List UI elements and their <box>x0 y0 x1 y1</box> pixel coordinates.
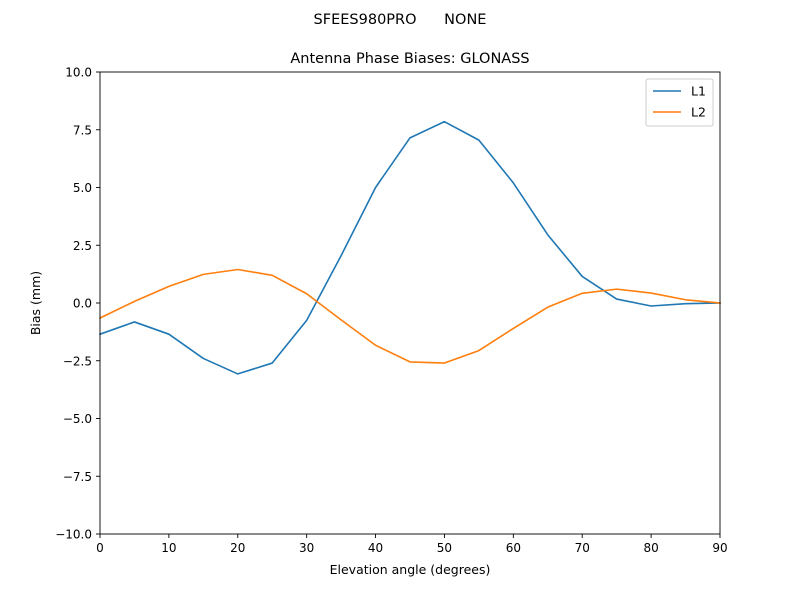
x-axis-label: Elevation angle (degrees) <box>330 562 491 577</box>
x-tick-label: 20 <box>230 541 245 555</box>
y-axis-label: Bias (mm) <box>28 271 43 335</box>
x-tick-label: 10 <box>161 541 176 555</box>
series-line-L1 <box>98 120 721 375</box>
series-line-L2 <box>98 268 721 364</box>
x-tick-label: 50 <box>437 541 452 555</box>
x-tick-label: 40 <box>368 541 383 555</box>
x-tick-label: 70 <box>575 541 590 555</box>
y-tick-label: 2.5 <box>73 239 92 253</box>
suptitle: SFEES980PRO NONE <box>314 12 487 28</box>
y-tick-label: −7.5 <box>63 470 92 484</box>
y-tick-label: −2.5 <box>63 354 92 368</box>
x-tick-label: 80 <box>643 541 658 555</box>
x-tick-label: 0 <box>96 541 104 555</box>
x-tick-label: 60 <box>506 541 521 555</box>
y-tick-label: −10.0 <box>55 528 92 542</box>
chart-title: Antenna Phase Biases: GLONASS <box>290 51 529 67</box>
y-tick-label: 0.0 <box>73 297 92 311</box>
x-tick-label: 90 <box>712 541 727 555</box>
x-tick-label: 30 <box>299 541 314 555</box>
y-tick-label: −5.0 <box>63 412 92 426</box>
plot-frame <box>99 71 721 535</box>
plot-area: 0 10 20 30 40 50 60 70 80 90 −10.0 −7.5 −5.0 −2.5 0.0 2… <box>55 66 727 556</box>
legend-label-L1: L1 <box>691 84 706 99</box>
y-tick-label: 5.0 <box>73 181 92 195</box>
y-tick-label: 7.5 <box>73 123 92 137</box>
legend-label-L2: L2 <box>691 105 706 120</box>
y-tick-label: 10.0 <box>65 66 92 80</box>
